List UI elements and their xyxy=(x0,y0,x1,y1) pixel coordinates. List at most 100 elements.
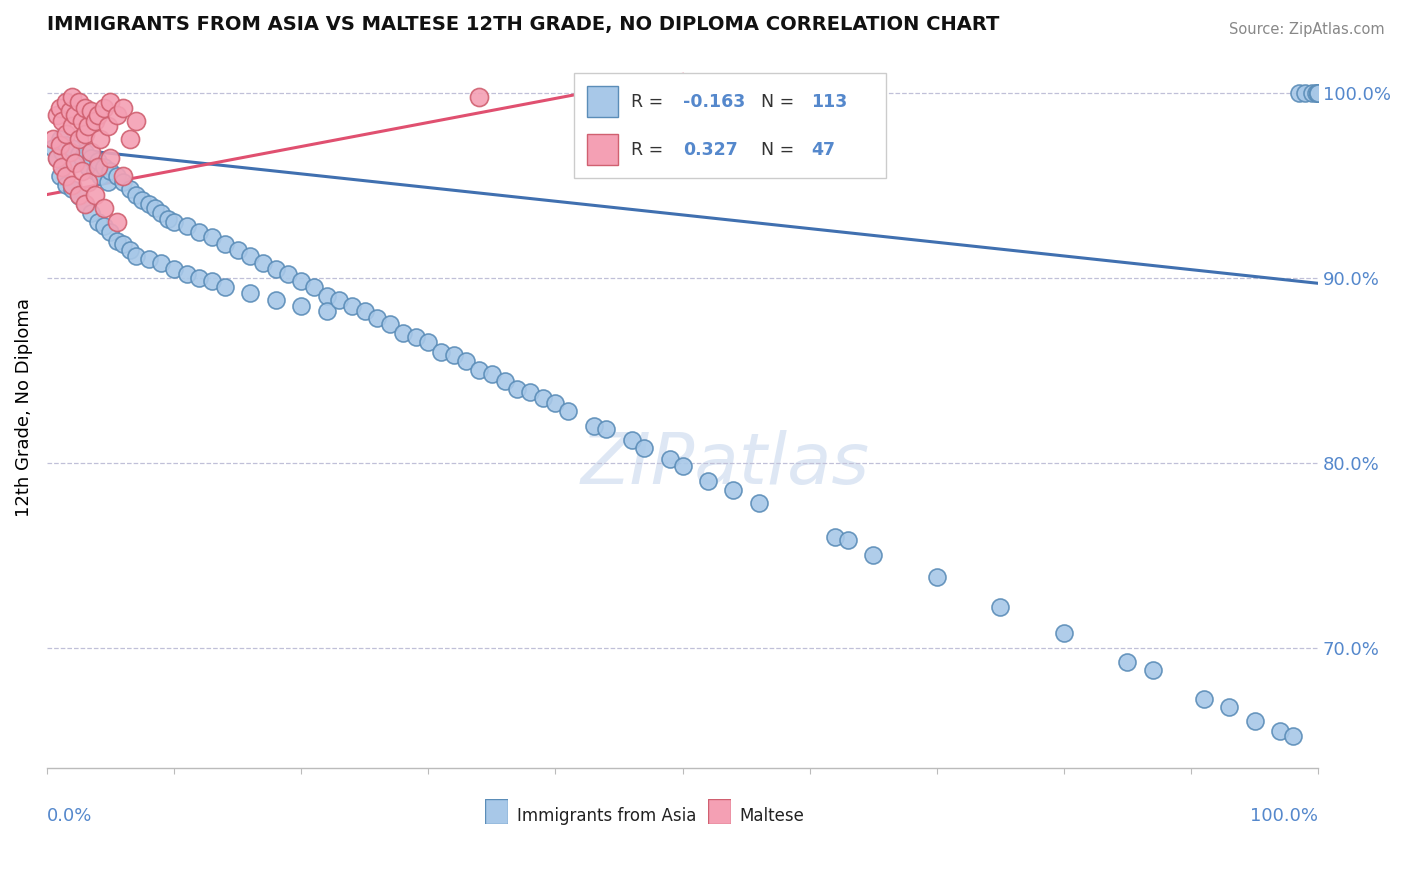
Point xyxy=(837,533,859,548)
Point xyxy=(80,104,103,119)
Point xyxy=(1142,663,1164,677)
Point xyxy=(302,280,325,294)
Point xyxy=(93,201,115,215)
Point xyxy=(156,211,179,226)
Point xyxy=(105,169,128,183)
Point xyxy=(97,175,120,189)
Point xyxy=(468,89,491,103)
Point xyxy=(80,206,103,220)
Point xyxy=(55,137,77,152)
Point xyxy=(76,175,98,189)
Point xyxy=(76,160,98,174)
Point xyxy=(112,237,135,252)
Point xyxy=(620,86,643,100)
Point xyxy=(1053,625,1076,640)
Point xyxy=(378,317,401,331)
Point xyxy=(595,422,617,436)
Point xyxy=(118,132,141,146)
Point xyxy=(633,441,655,455)
Point xyxy=(87,154,110,169)
Point xyxy=(84,187,107,202)
Point xyxy=(93,160,115,174)
Point xyxy=(264,261,287,276)
Point xyxy=(252,256,274,270)
Point xyxy=(1288,86,1310,100)
Point xyxy=(125,249,148,263)
Point xyxy=(582,418,605,433)
Point xyxy=(84,113,107,128)
Point xyxy=(63,108,86,122)
Text: Source: ZipAtlas.com: Source: ZipAtlas.com xyxy=(1229,22,1385,37)
Point xyxy=(1308,86,1330,100)
Point xyxy=(72,151,94,165)
Point xyxy=(105,108,128,122)
Point xyxy=(67,132,90,146)
Point xyxy=(214,280,236,294)
Point xyxy=(48,169,70,183)
Point xyxy=(87,160,110,174)
Point xyxy=(55,95,77,109)
Point xyxy=(87,215,110,229)
Point xyxy=(290,275,312,289)
Point xyxy=(80,145,103,159)
Point xyxy=(163,261,186,276)
Y-axis label: 12th Grade, No Diploma: 12th Grade, No Diploma xyxy=(15,298,32,516)
Point xyxy=(100,151,122,165)
Point xyxy=(163,215,186,229)
Point xyxy=(60,178,83,193)
Point xyxy=(60,119,83,133)
Point xyxy=(112,175,135,189)
Point xyxy=(506,382,529,396)
Point xyxy=(620,434,643,448)
Point xyxy=(51,145,73,159)
Point xyxy=(73,196,96,211)
Point xyxy=(176,219,198,233)
Point xyxy=(100,95,122,109)
Point xyxy=(138,196,160,211)
Point xyxy=(46,151,69,165)
Point xyxy=(100,225,122,239)
Point xyxy=(1243,714,1265,729)
Point xyxy=(138,252,160,267)
Point xyxy=(87,108,110,122)
Point xyxy=(76,119,98,133)
Point xyxy=(456,354,478,368)
Point xyxy=(1294,86,1316,100)
Point xyxy=(315,304,337,318)
Point xyxy=(925,570,948,584)
Point xyxy=(150,206,173,220)
Point xyxy=(366,311,388,326)
Point xyxy=(150,256,173,270)
Point xyxy=(60,141,83,155)
Point xyxy=(55,178,77,193)
Point xyxy=(1305,86,1327,100)
Point xyxy=(67,95,90,109)
Point xyxy=(862,548,884,562)
Point xyxy=(1192,692,1215,706)
Point xyxy=(55,127,77,141)
Point xyxy=(48,137,70,152)
Point xyxy=(42,141,65,155)
Point xyxy=(494,374,516,388)
Point xyxy=(72,113,94,128)
Point xyxy=(290,298,312,312)
Point xyxy=(1308,86,1330,100)
Point xyxy=(226,243,249,257)
Point xyxy=(80,151,103,165)
Point xyxy=(481,367,503,381)
Point xyxy=(405,330,427,344)
Point xyxy=(105,234,128,248)
Point xyxy=(697,474,720,488)
Point xyxy=(214,237,236,252)
Point xyxy=(125,113,148,128)
Text: 100.0%: 100.0% xyxy=(1250,807,1319,825)
Point xyxy=(67,187,90,202)
Point xyxy=(1281,729,1303,743)
Point xyxy=(1301,86,1323,100)
Point xyxy=(59,154,82,169)
Point xyxy=(239,285,262,300)
Point xyxy=(51,160,73,174)
Point xyxy=(93,101,115,115)
Point xyxy=(125,187,148,202)
Point xyxy=(430,344,453,359)
